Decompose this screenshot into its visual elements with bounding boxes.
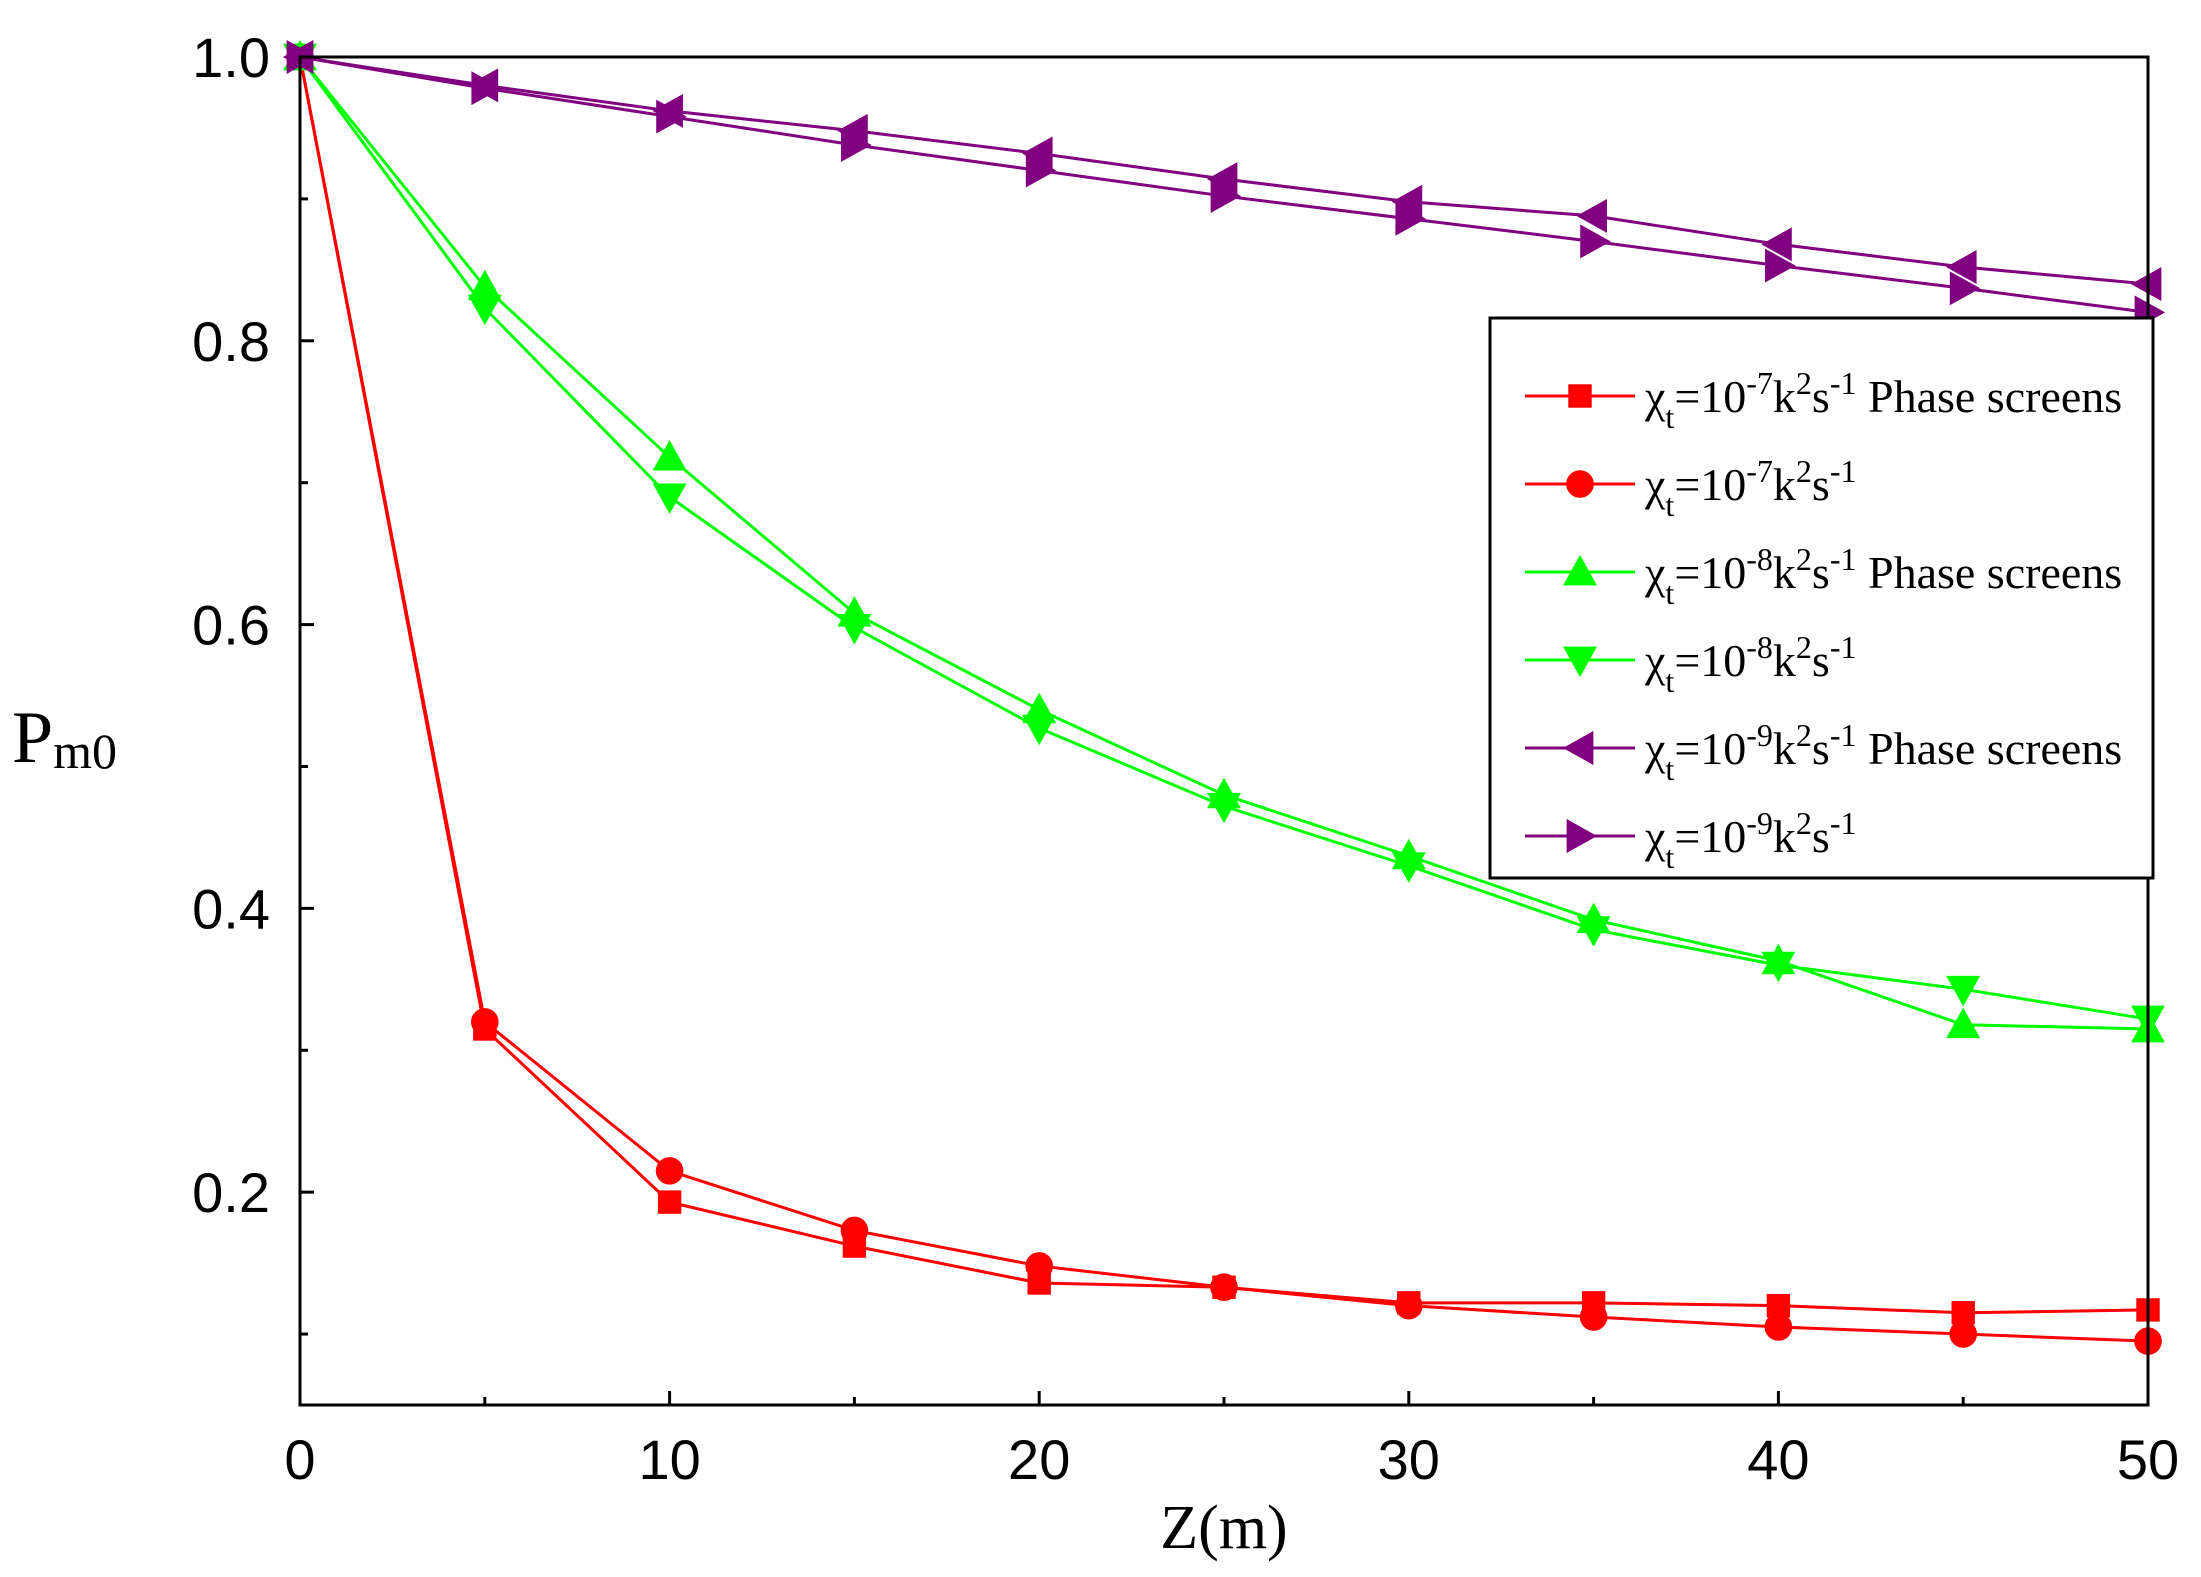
data-point — [1765, 248, 1796, 283]
x-tick-label: 30 — [1378, 1428, 1440, 1491]
data-point — [1946, 1007, 1981, 1039]
legend-label: χt=10-7k2s-1 Phase screens — [1644, 365, 2122, 435]
data-point — [840, 1216, 869, 1245]
data-point — [1761, 227, 1792, 262]
legend-label: χt=10-8k2s-1 — [1644, 629, 1856, 699]
data-point — [1391, 852, 1426, 883]
data-point — [837, 614, 872, 645]
y-axis-label: Pm0 — [12, 697, 117, 779]
data-point — [1576, 198, 1607, 233]
data-point — [1210, 179, 1242, 214]
y-axis-label-sub: m0 — [53, 723, 117, 779]
legend-label: χt=10-7k2s-1 — [1644, 453, 1856, 523]
legend-item: χt=10-9k2s-1 — [1525, 805, 1856, 875]
data-point — [1576, 916, 1611, 947]
legend-marker — [1563, 554, 1597, 586]
x-tick-label: 40 — [1747, 1428, 1809, 1491]
axis-ticks: 0 10 20 30 40 50 0.2 0.4 0.6 0.8 1.0 — [192, 26, 2179, 1491]
legend-marker — [1563, 646, 1597, 678]
data-point — [655, 1157, 684, 1185]
legend-item: χt=10-7k2s-1 Phase screens — [1525, 365, 2122, 435]
data-point — [1395, 201, 1426, 236]
legend-item: χt=10-8k2s-1 — [1525, 629, 1856, 699]
legend-label: χt=10-9k2s-1 Phase screens — [1644, 717, 2122, 787]
x-tick-label: 0 — [284, 1428, 315, 1491]
y-tick-label: 1.0 — [192, 26, 270, 89]
data-point — [471, 1008, 499, 1036]
legend: χt=10-7k2s-1 Phase screens χt=10-7k2s-1 χt… — [1488, 316, 2155, 880]
legend-marker — [1562, 731, 1594, 765]
x-axis-label: Z(m) — [1160, 1494, 1287, 1562]
series-layer — [282, 39, 2166, 1355]
data-point — [1395, 1291, 1423, 1320]
legend-marker — [1566, 819, 1598, 853]
y-axis-label-main: P — [12, 697, 53, 779]
data-point — [1025, 1252, 1053, 1280]
data-point — [1949, 271, 1981, 306]
data-point — [1025, 153, 1057, 188]
legend-box — [1488, 316, 2155, 880]
series-4 — [283, 43, 2165, 1037]
data-point — [467, 294, 502, 326]
data-point — [841, 128, 872, 162]
legend-item: χt=10-8k2s-1 Phase screens — [1525, 541, 2122, 611]
y-tick-label: 0.8 — [192, 310, 270, 373]
y-tick-label: 0.6 — [192, 594, 270, 657]
legend-label: χt=10-9k2s-1 — [1644, 805, 1856, 875]
legend-marker — [1566, 470, 1594, 498]
legend-item: χt=10-9k2s-1 Phase screens — [1525, 717, 2122, 787]
data-point — [1946, 975, 1981, 1007]
data-point — [1949, 1320, 1977, 1348]
x-tick-label: 50 — [2117, 1428, 2179, 1491]
legend-label: χt=10-8k2s-1 Phase screens — [1644, 541, 2122, 611]
x-tick-label: 20 — [1008, 1428, 1070, 1491]
data-point — [657, 1190, 682, 1214]
legend-item: χt=10-7k2s-1 — [1525, 453, 1856, 523]
data-point — [471, 71, 502, 106]
series-5 — [282, 40, 2162, 301]
y-tick-label: 0.2 — [192, 1161, 270, 1224]
x-tick-label: 10 — [638, 1428, 700, 1491]
data-point — [1207, 792, 1241, 824]
legend-marker — [1568, 384, 1592, 408]
data-point — [1579, 1303, 1608, 1331]
data-point — [1946, 250, 1977, 284]
data-point — [1210, 1273, 1238, 1302]
data-point — [2130, 267, 2162, 301]
y-tick-label: 0.4 — [192, 877, 270, 940]
data-point — [1764, 1313, 1793, 1341]
data-point — [652, 483, 687, 515]
data-point — [1022, 714, 1057, 746]
series-6 — [286, 40, 2166, 330]
data-point — [1580, 224, 1611, 259]
data-point — [652, 440, 687, 471]
data-point — [656, 99, 687, 134]
data-point — [1761, 951, 1796, 983]
